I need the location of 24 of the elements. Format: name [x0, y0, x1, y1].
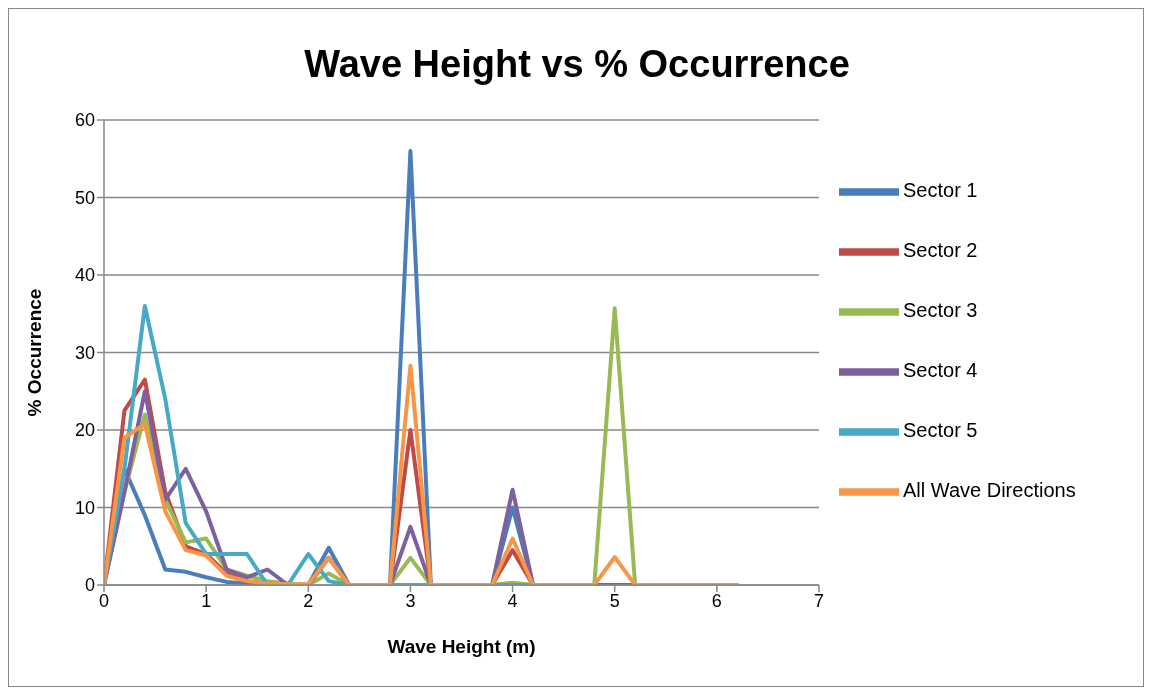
- x-tick-label: 6: [711, 590, 722, 611]
- chart-title: Wave Height vs % Occurrence: [303, 43, 851, 86]
- y-tick-label: 20: [74, 420, 95, 441]
- x-tick-label: 7: [813, 590, 825, 611]
- y-tick-label: 0: [84, 575, 95, 596]
- legend-label: Sector 2: [903, 239, 978, 262]
- legend-label: All Wave Directions: [903, 479, 1076, 502]
- legend-label: Sector 4: [903, 359, 978, 382]
- x-tick-label: 2: [303, 590, 314, 611]
- x-tick-label: 3: [405, 590, 416, 611]
- y-tick-label: 10: [74, 497, 95, 518]
- y-tick-label: 50: [74, 187, 95, 208]
- x-tick-label: 0: [98, 590, 110, 611]
- x-axis-title: Wave Height (m): [387, 636, 536, 657]
- legend-label: Sector 3: [903, 299, 978, 322]
- x-tick-label: 4: [507, 590, 518, 611]
- legend-label: Sector 5: [903, 419, 978, 442]
- legend-label: Sector 1: [903, 179, 978, 202]
- y-tick-label: 60: [74, 110, 95, 131]
- y-axis-title: % Occurrence: [23, 288, 45, 417]
- y-tick-label: 40: [74, 265, 95, 286]
- x-tick-label: 1: [201, 590, 212, 611]
- y-tick-label: 30: [74, 342, 95, 363]
- x-tick-label: 5: [609, 590, 620, 611]
